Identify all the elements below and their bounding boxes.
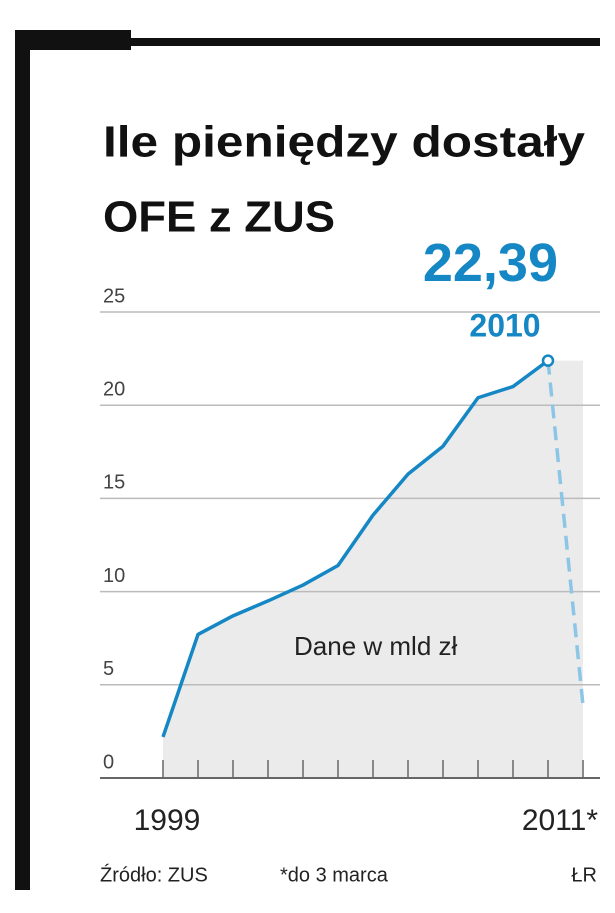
credit: ŁR — [571, 864, 597, 886]
y-tick-label: 10 — [103, 565, 125, 587]
frame-bar — [15, 30, 30, 890]
y-tick-label: 5 — [103, 658, 114, 680]
unit-note: Dane w mld zł — [294, 631, 457, 661]
y-tick-label: 0 — [103, 751, 114, 773]
y-tick-label: 15 — [103, 472, 125, 494]
x-tick-label: 1999 — [134, 804, 201, 837]
source: Źródło: ZUS — [100, 863, 208, 886]
y-tick-label: 20 — [103, 378, 125, 400]
footnote: *do 3 marca — [280, 864, 389, 886]
chart-title: OFE z ZUS — [103, 193, 335, 242]
frame-line — [131, 38, 600, 46]
chart-title: Ile pieniędzy dostały — [103, 118, 586, 167]
area-fill — [163, 360, 583, 778]
frame-top — [15, 30, 131, 50]
dashed-line — [546, 360, 585, 706]
plot: 0 5 10 15 20 25 1999 2011* 22,39 — [100, 233, 600, 837]
value-label: 22,39 — [423, 233, 558, 293]
line — [161, 359, 550, 738]
x-tick-label: 2011* — [522, 804, 599, 837]
highlight-point — [541, 354, 555, 367]
y-tick-label: 25 — [103, 285, 125, 307]
annotation: 2010 — [469, 307, 540, 343]
